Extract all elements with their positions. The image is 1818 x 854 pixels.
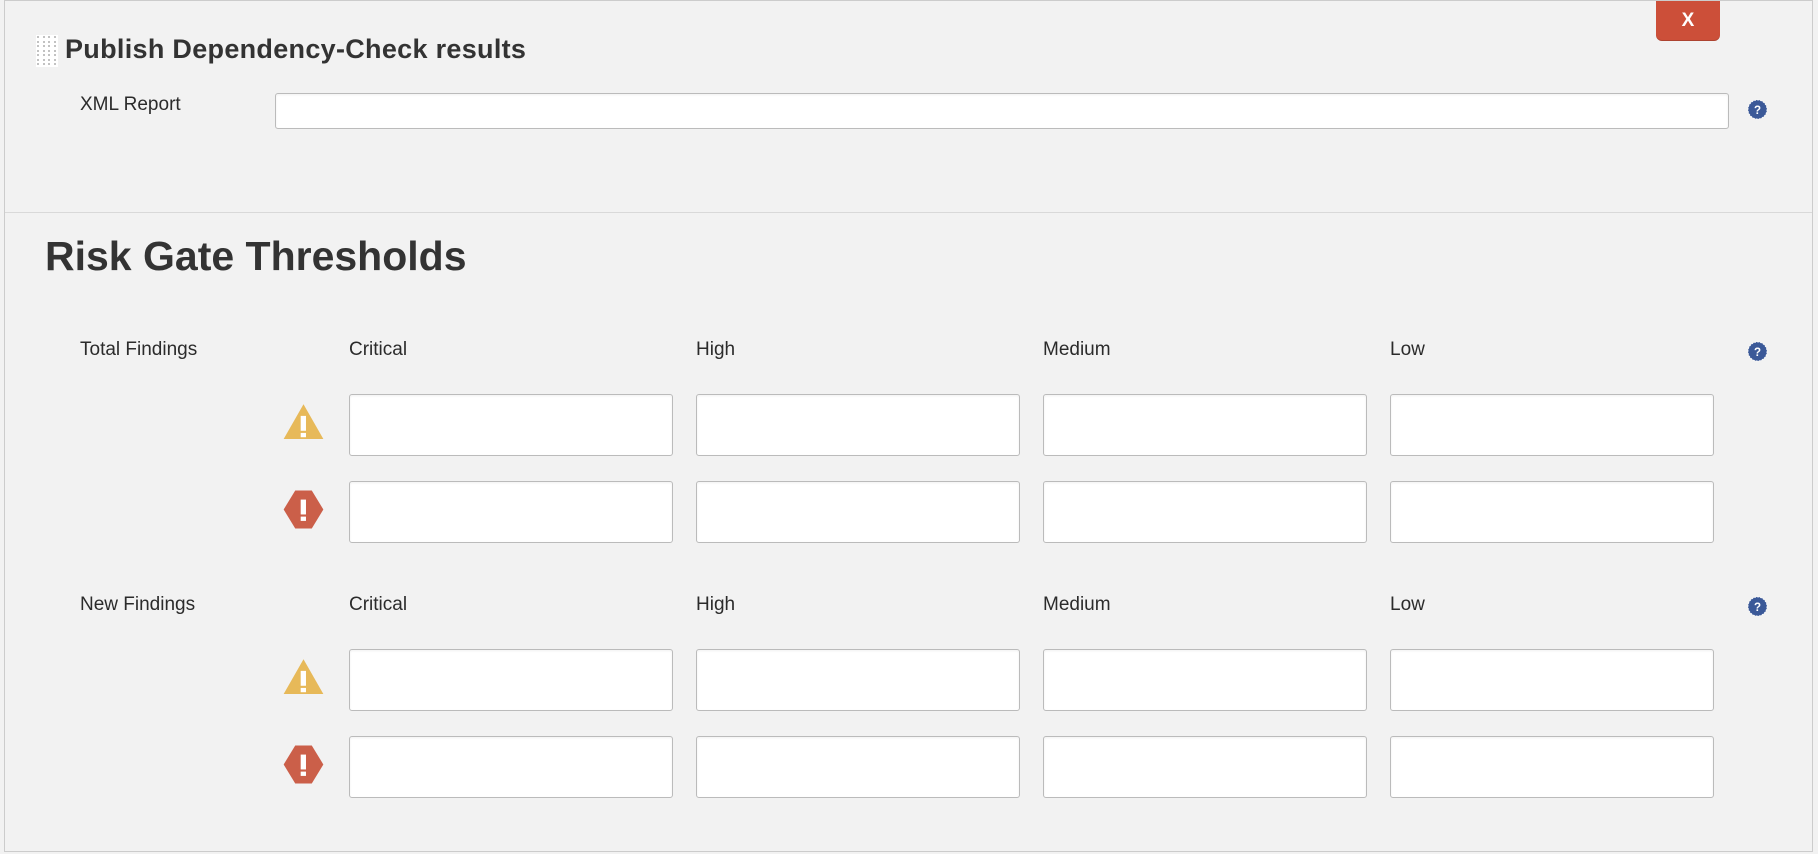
svg-text:?: ?	[1754, 105, 1761, 117]
svg-text:?: ?	[1754, 347, 1761, 359]
svg-text:?: ?	[1754, 602, 1761, 614]
